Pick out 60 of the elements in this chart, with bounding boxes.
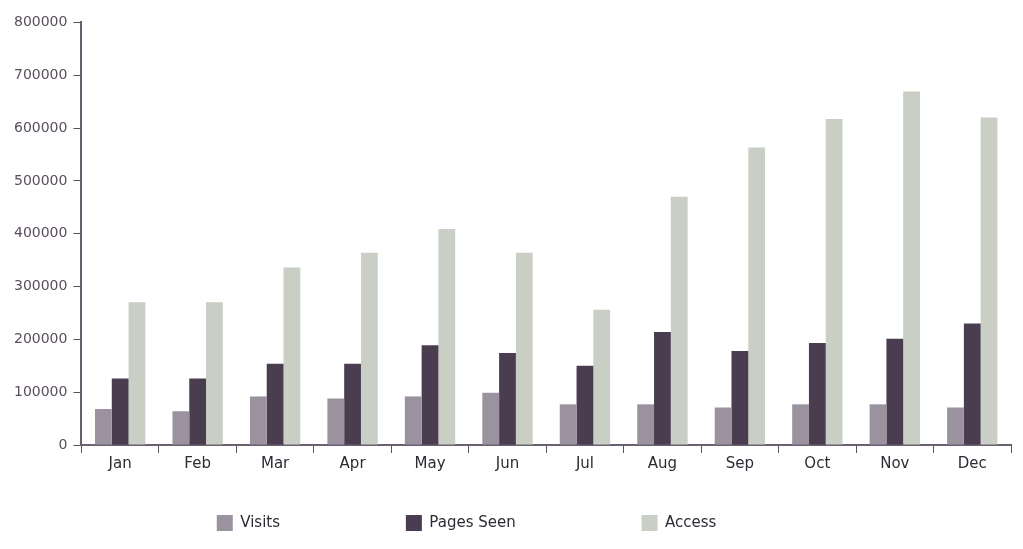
bar (206, 302, 223, 445)
y-tick-label: 200000 (13, 329, 68, 346)
bar (748, 147, 766, 445)
y-tick-label: 0 (58, 435, 68, 452)
bar (731, 350, 749, 445)
legend-label: Access (665, 512, 803, 531)
bar (825, 119, 843, 445)
bar (438, 228, 456, 445)
x-tick-label: Feb (184, 453, 211, 472)
x-tick-label: Aug (647, 453, 678, 472)
bar (714, 407, 732, 445)
y-tick-label: 500000 (13, 171, 68, 188)
y-tick-label: 300000 (13, 277, 68, 294)
bar (327, 398, 345, 445)
x-tick-label: Sep (725, 453, 755, 472)
y-tick-label: 700000 (13, 65, 68, 82)
legend-label: Pages Seen (429, 512, 602, 531)
bar (670, 196, 688, 445)
x-tick-label: Mar (260, 453, 291, 472)
bar (903, 91, 920, 445)
bar (283, 267, 301, 445)
bar (637, 404, 655, 445)
x-tick-label: Jan (107, 453, 132, 472)
bar (808, 343, 826, 445)
bar (344, 363, 361, 445)
bar (111, 378, 129, 445)
bar (404, 396, 422, 445)
y-tick-label: 100000 (13, 382, 68, 399)
x-tick-label: Dec (957, 453, 987, 472)
bar (947, 407, 964, 445)
bar (869, 404, 887, 445)
bar (421, 345, 439, 445)
bar (559, 404, 577, 445)
y-tick-label: 400000 (13, 224, 68, 241)
bar (249, 396, 267, 445)
bar (95, 409, 112, 445)
bar (576, 365, 594, 445)
y-tick-label: 800000 (13, 13, 68, 30)
bar (980, 117, 998, 445)
bar (963, 323, 981, 445)
bar (482, 392, 500, 445)
y-tick-label: 600000 (13, 118, 68, 135)
bar (128, 302, 146, 445)
bar (593, 309, 611, 445)
bar (499, 353, 516, 445)
bar (654, 331, 671, 445)
x-tick-label: Apr (339, 453, 367, 472)
bar (515, 252, 533, 445)
x-tick-label: Jun (494, 453, 520, 472)
bar (172, 411, 190, 445)
x-tick-label: May (414, 453, 446, 472)
bar (886, 338, 904, 445)
bar (266, 363, 284, 445)
x-tick-label: Jul (574, 453, 595, 472)
bar (189, 378, 207, 445)
bar (360, 252, 378, 445)
x-tick-label: Nov (880, 453, 910, 472)
bar (792, 404, 809, 445)
legend-label: Visits (240, 512, 366, 531)
x-tick-label: Oct (804, 453, 831, 472)
